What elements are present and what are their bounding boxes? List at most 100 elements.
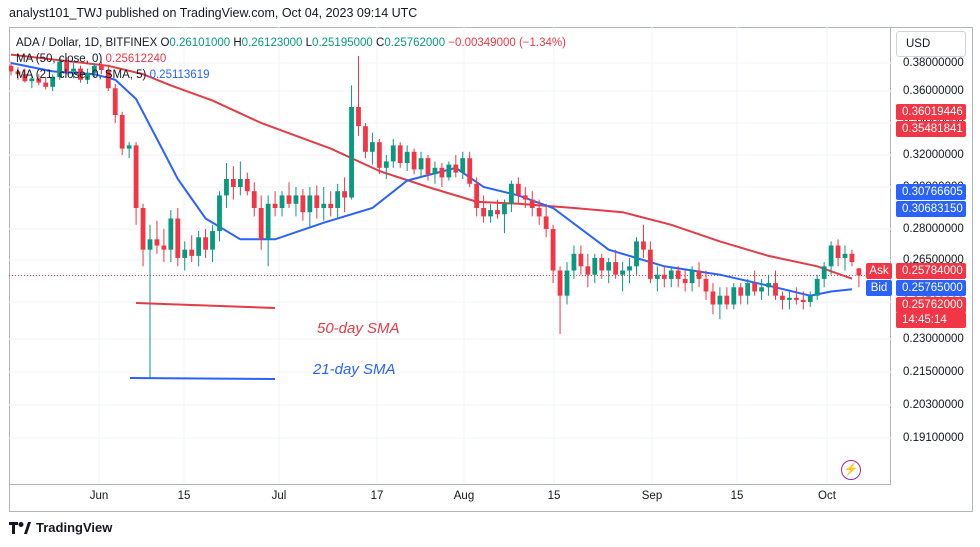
candle[interactable] xyxy=(189,235,195,263)
candle[interactable] xyxy=(105,65,111,91)
candle[interactable] xyxy=(168,210,174,263)
ma50-line[interactable] xyxy=(10,53,853,280)
candle[interactable] xyxy=(585,253,591,288)
candle[interactable] xyxy=(675,266,681,288)
candle[interactable] xyxy=(446,161,452,181)
candle[interactable] xyxy=(682,270,688,292)
candle[interactable] xyxy=(578,245,584,275)
candle[interactable] xyxy=(821,262,827,288)
candle[interactable] xyxy=(717,287,723,320)
candle[interactable] xyxy=(648,241,653,284)
candle[interactable] xyxy=(807,291,813,307)
candle[interactable] xyxy=(856,267,862,288)
candle[interactable] xyxy=(835,239,841,267)
candle[interactable] xyxy=(481,195,486,223)
candle[interactable] xyxy=(828,241,834,275)
candle[interactable] xyxy=(759,278,764,300)
candle[interactable] xyxy=(439,163,445,187)
candle[interactable] xyxy=(467,151,473,187)
candle[interactable] xyxy=(64,57,69,75)
candle[interactable] xyxy=(543,203,549,238)
candle[interactable] xyxy=(787,291,792,310)
candle[interactable] xyxy=(522,187,528,208)
candle[interactable] xyxy=(119,111,125,155)
candle[interactable] xyxy=(724,287,730,310)
candle[interactable] xyxy=(599,253,605,279)
candle[interactable] xyxy=(161,229,167,263)
candle[interactable] xyxy=(175,208,181,267)
candle[interactable] xyxy=(495,199,500,219)
candle[interactable] xyxy=(85,68,90,84)
lightning-icon[interactable]: ⚡ xyxy=(841,460,861,480)
candle[interactable] xyxy=(286,182,292,208)
candle[interactable] xyxy=(390,139,396,168)
candle[interactable] xyxy=(15,67,21,80)
candle[interactable] xyxy=(328,191,334,217)
candle[interactable] xyxy=(98,61,104,75)
candle[interactable] xyxy=(383,155,389,179)
candle[interactable] xyxy=(418,151,424,178)
candle[interactable] xyxy=(731,283,737,310)
candle[interactable] xyxy=(251,182,257,217)
candle[interactable] xyxy=(363,123,368,159)
currency-selector[interactable]: USD xyxy=(896,31,966,57)
candle[interactable] xyxy=(613,249,619,279)
candle[interactable] xyxy=(634,237,639,275)
candle[interactable] xyxy=(307,187,313,227)
candle[interactable] xyxy=(272,191,278,217)
candle[interactable] xyxy=(606,257,612,284)
candle[interactable] xyxy=(71,63,76,79)
candle[interactable] xyxy=(210,224,215,263)
candle[interactable] xyxy=(293,187,299,217)
candle[interactable] xyxy=(564,262,570,305)
candle[interactable] xyxy=(196,231,202,267)
candle[interactable] xyxy=(780,291,785,310)
candle[interactable] xyxy=(217,191,222,242)
candle[interactable] xyxy=(300,189,306,221)
candle[interactable] xyxy=(620,262,625,292)
candle[interactable] xyxy=(425,155,431,181)
candle[interactable] xyxy=(502,199,507,234)
candle[interactable] xyxy=(557,266,563,335)
candle[interactable] xyxy=(376,139,382,175)
candle[interactable] xyxy=(710,283,716,315)
candle[interactable] xyxy=(397,142,403,168)
candle[interactable] xyxy=(689,266,695,292)
candle[interactable] xyxy=(474,177,480,217)
candle[interactable] xyxy=(745,278,751,305)
candle[interactable] xyxy=(78,65,83,83)
candle[interactable] xyxy=(244,172,250,196)
candle[interactable] xyxy=(488,203,493,223)
candle[interactable] xyxy=(627,257,632,284)
candle[interactable] xyxy=(126,142,132,159)
candle[interactable] xyxy=(793,287,799,305)
candle[interactable] xyxy=(766,274,771,296)
candle[interactable] xyxy=(654,266,660,292)
candle[interactable] xyxy=(404,145,410,171)
candle[interactable] xyxy=(356,56,361,136)
candle[interactable] xyxy=(349,85,354,200)
time-axis[interactable] xyxy=(9,484,891,512)
candle[interactable] xyxy=(36,74,42,86)
candle[interactable] xyxy=(529,191,535,217)
candle[interactable] xyxy=(231,166,236,200)
candle[interactable] xyxy=(224,163,229,208)
candle[interactable] xyxy=(800,291,806,310)
symbol-label[interactable]: ADA / Dollar, 1D, BITFINEX xyxy=(16,37,158,49)
price-chart[interactable] xyxy=(9,27,891,484)
candle[interactable] xyxy=(696,262,702,288)
candle[interactable] xyxy=(668,266,674,288)
candle[interactable] xyxy=(703,270,709,300)
candle[interactable] xyxy=(154,220,160,254)
candle[interactable] xyxy=(460,151,466,179)
candle[interactable] xyxy=(536,199,542,225)
candle[interactable] xyxy=(842,245,848,271)
candle[interactable] xyxy=(752,270,758,296)
candle[interactable] xyxy=(265,195,271,267)
candle[interactable] xyxy=(147,224,153,378)
candle[interactable] xyxy=(411,148,417,175)
ma21-row[interactable]: MA (21, close, 0, SMA, 5) 0.25113619 xyxy=(16,67,566,83)
candle[interactable] xyxy=(335,183,341,219)
candle[interactable] xyxy=(9,61,14,76)
candle[interactable] xyxy=(279,191,285,217)
